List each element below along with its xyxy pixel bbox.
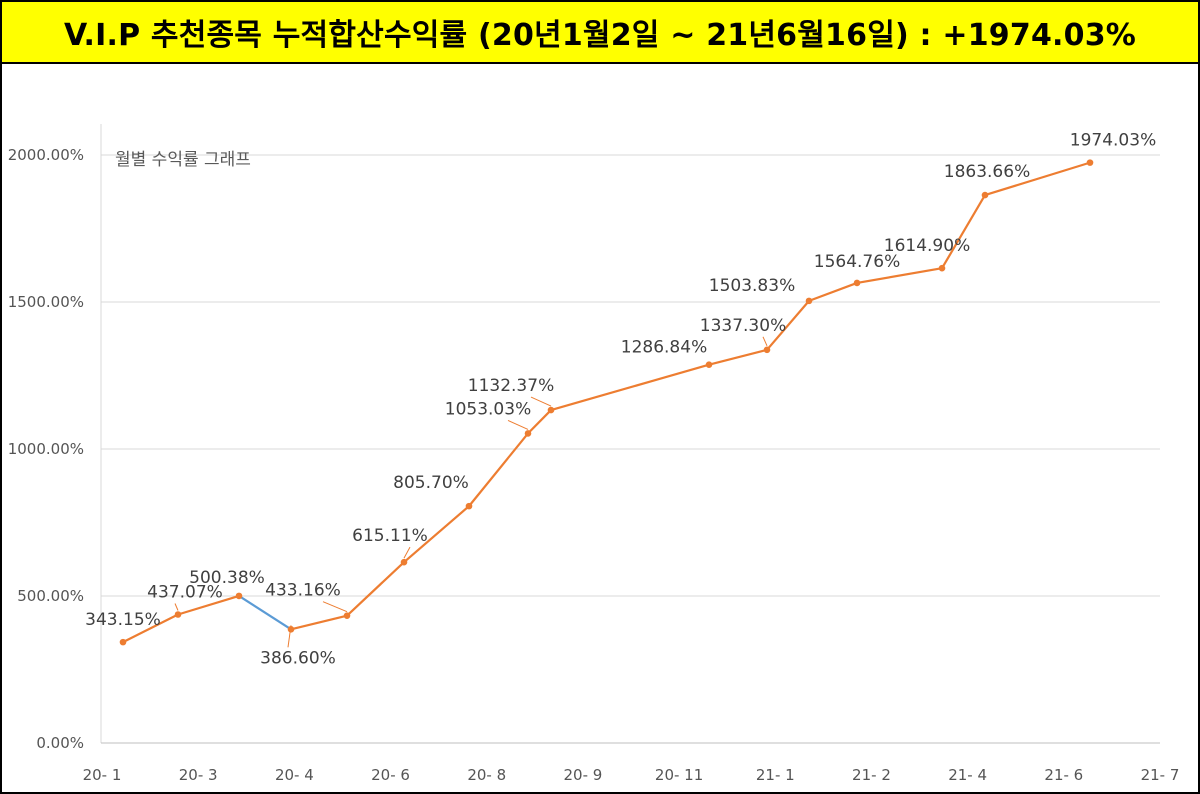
x-tick-label: 20- 4: [275, 766, 314, 784]
data-label: 1564.76%: [814, 252, 900, 272]
x-tick-label: 20- 8: [467, 766, 506, 784]
data-point: [465, 502, 473, 510]
series-segment: [122, 613, 179, 644]
data-label: 433.16%: [265, 581, 341, 601]
data-label: 343.15%: [85, 610, 161, 630]
data-point: [400, 558, 408, 566]
series-segment: [238, 594, 292, 631]
data-point: [524, 430, 532, 437]
y-tick-label: 0.00%: [36, 734, 84, 752]
data-label: 500.38%: [189, 568, 265, 588]
data-label-leader: [322, 601, 348, 613]
series-segment: [468, 432, 529, 507]
x-tick-label: 20- 1: [83, 766, 122, 784]
series-segment: [708, 348, 768, 366]
data-point: [938, 264, 946, 272]
data-label: 1132.37%: [468, 376, 554, 396]
x-tick-label: 21- 7: [1141, 766, 1180, 784]
data-point: [174, 611, 182, 618]
series-segment: [177, 594, 240, 616]
x-tick-label: 20- 11: [655, 766, 703, 784]
data-label: 1974.03%: [1070, 131, 1156, 151]
data-point: [853, 279, 861, 287]
data-point: [981, 191, 989, 199]
series-segment: [527, 409, 552, 435]
x-tick-label: 20- 6: [371, 766, 410, 784]
data-label-leader: [403, 546, 411, 559]
data-label: 1863.66%: [944, 162, 1030, 182]
series-segment: [856, 267, 943, 285]
x-tick-label: 21- 1: [756, 766, 795, 784]
series-segment: [984, 161, 1091, 197]
data-label-leader: [530, 396, 552, 407]
y-tick-label: 1500.00%: [8, 293, 84, 311]
series-segment: [766, 300, 810, 351]
data-label-leader: [762, 336, 768, 347]
data-label: 615.11%: [352, 526, 428, 546]
data-point: [235, 592, 243, 600]
data-point: [763, 346, 771, 354]
y-tick-label: 1000.00%: [8, 440, 84, 458]
data-label: 1503.83%: [709, 276, 795, 296]
data-label-leader: [174, 603, 179, 611]
series-segment: [941, 194, 986, 269]
x-tick-label: 20- 9: [564, 766, 603, 784]
data-label: 805.70%: [393, 473, 469, 493]
series-segment: [808, 281, 858, 302]
data-label-leader: [287, 625, 292, 648]
data-point: [805, 297, 813, 305]
x-tick-label: 21- 4: [948, 766, 987, 784]
series-segment: [346, 561, 405, 617]
series-segment: [290, 614, 348, 631]
data-label: 1337.30%: [700, 316, 786, 336]
series-segment: [403, 505, 470, 563]
data-point: [547, 406, 555, 414]
x-tick-label: 20- 3: [179, 766, 218, 784]
data-point: [343, 612, 351, 619]
data-label: 1053.03%: [445, 399, 531, 419]
data-label: 1614.90%: [884, 236, 970, 256]
x-tick-label: 21- 2: [852, 766, 891, 784]
series-segment: [550, 363, 710, 412]
data-point: [287, 626, 295, 633]
chart-title: 월별 수익률 그래프: [115, 150, 251, 170]
data-label: 1286.84%: [621, 338, 707, 358]
data-label-leader: [507, 419, 529, 430]
data-point: [119, 638, 127, 646]
data-label: 437.07%: [147, 583, 223, 603]
data-label: 386.60%: [260, 648, 336, 668]
x-tick-label: 21- 6: [1044, 766, 1083, 784]
banner-title: V.I.P 추천종목 누적합산수익률 (20년1월2일 ~ 21년6월16일) …: [2, 2, 1198, 64]
y-tick-label: 500.00%: [17, 587, 84, 605]
y-tick-label: 2000.00%: [8, 146, 84, 164]
data-point: [1086, 159, 1094, 166]
data-point: [705, 361, 713, 368]
